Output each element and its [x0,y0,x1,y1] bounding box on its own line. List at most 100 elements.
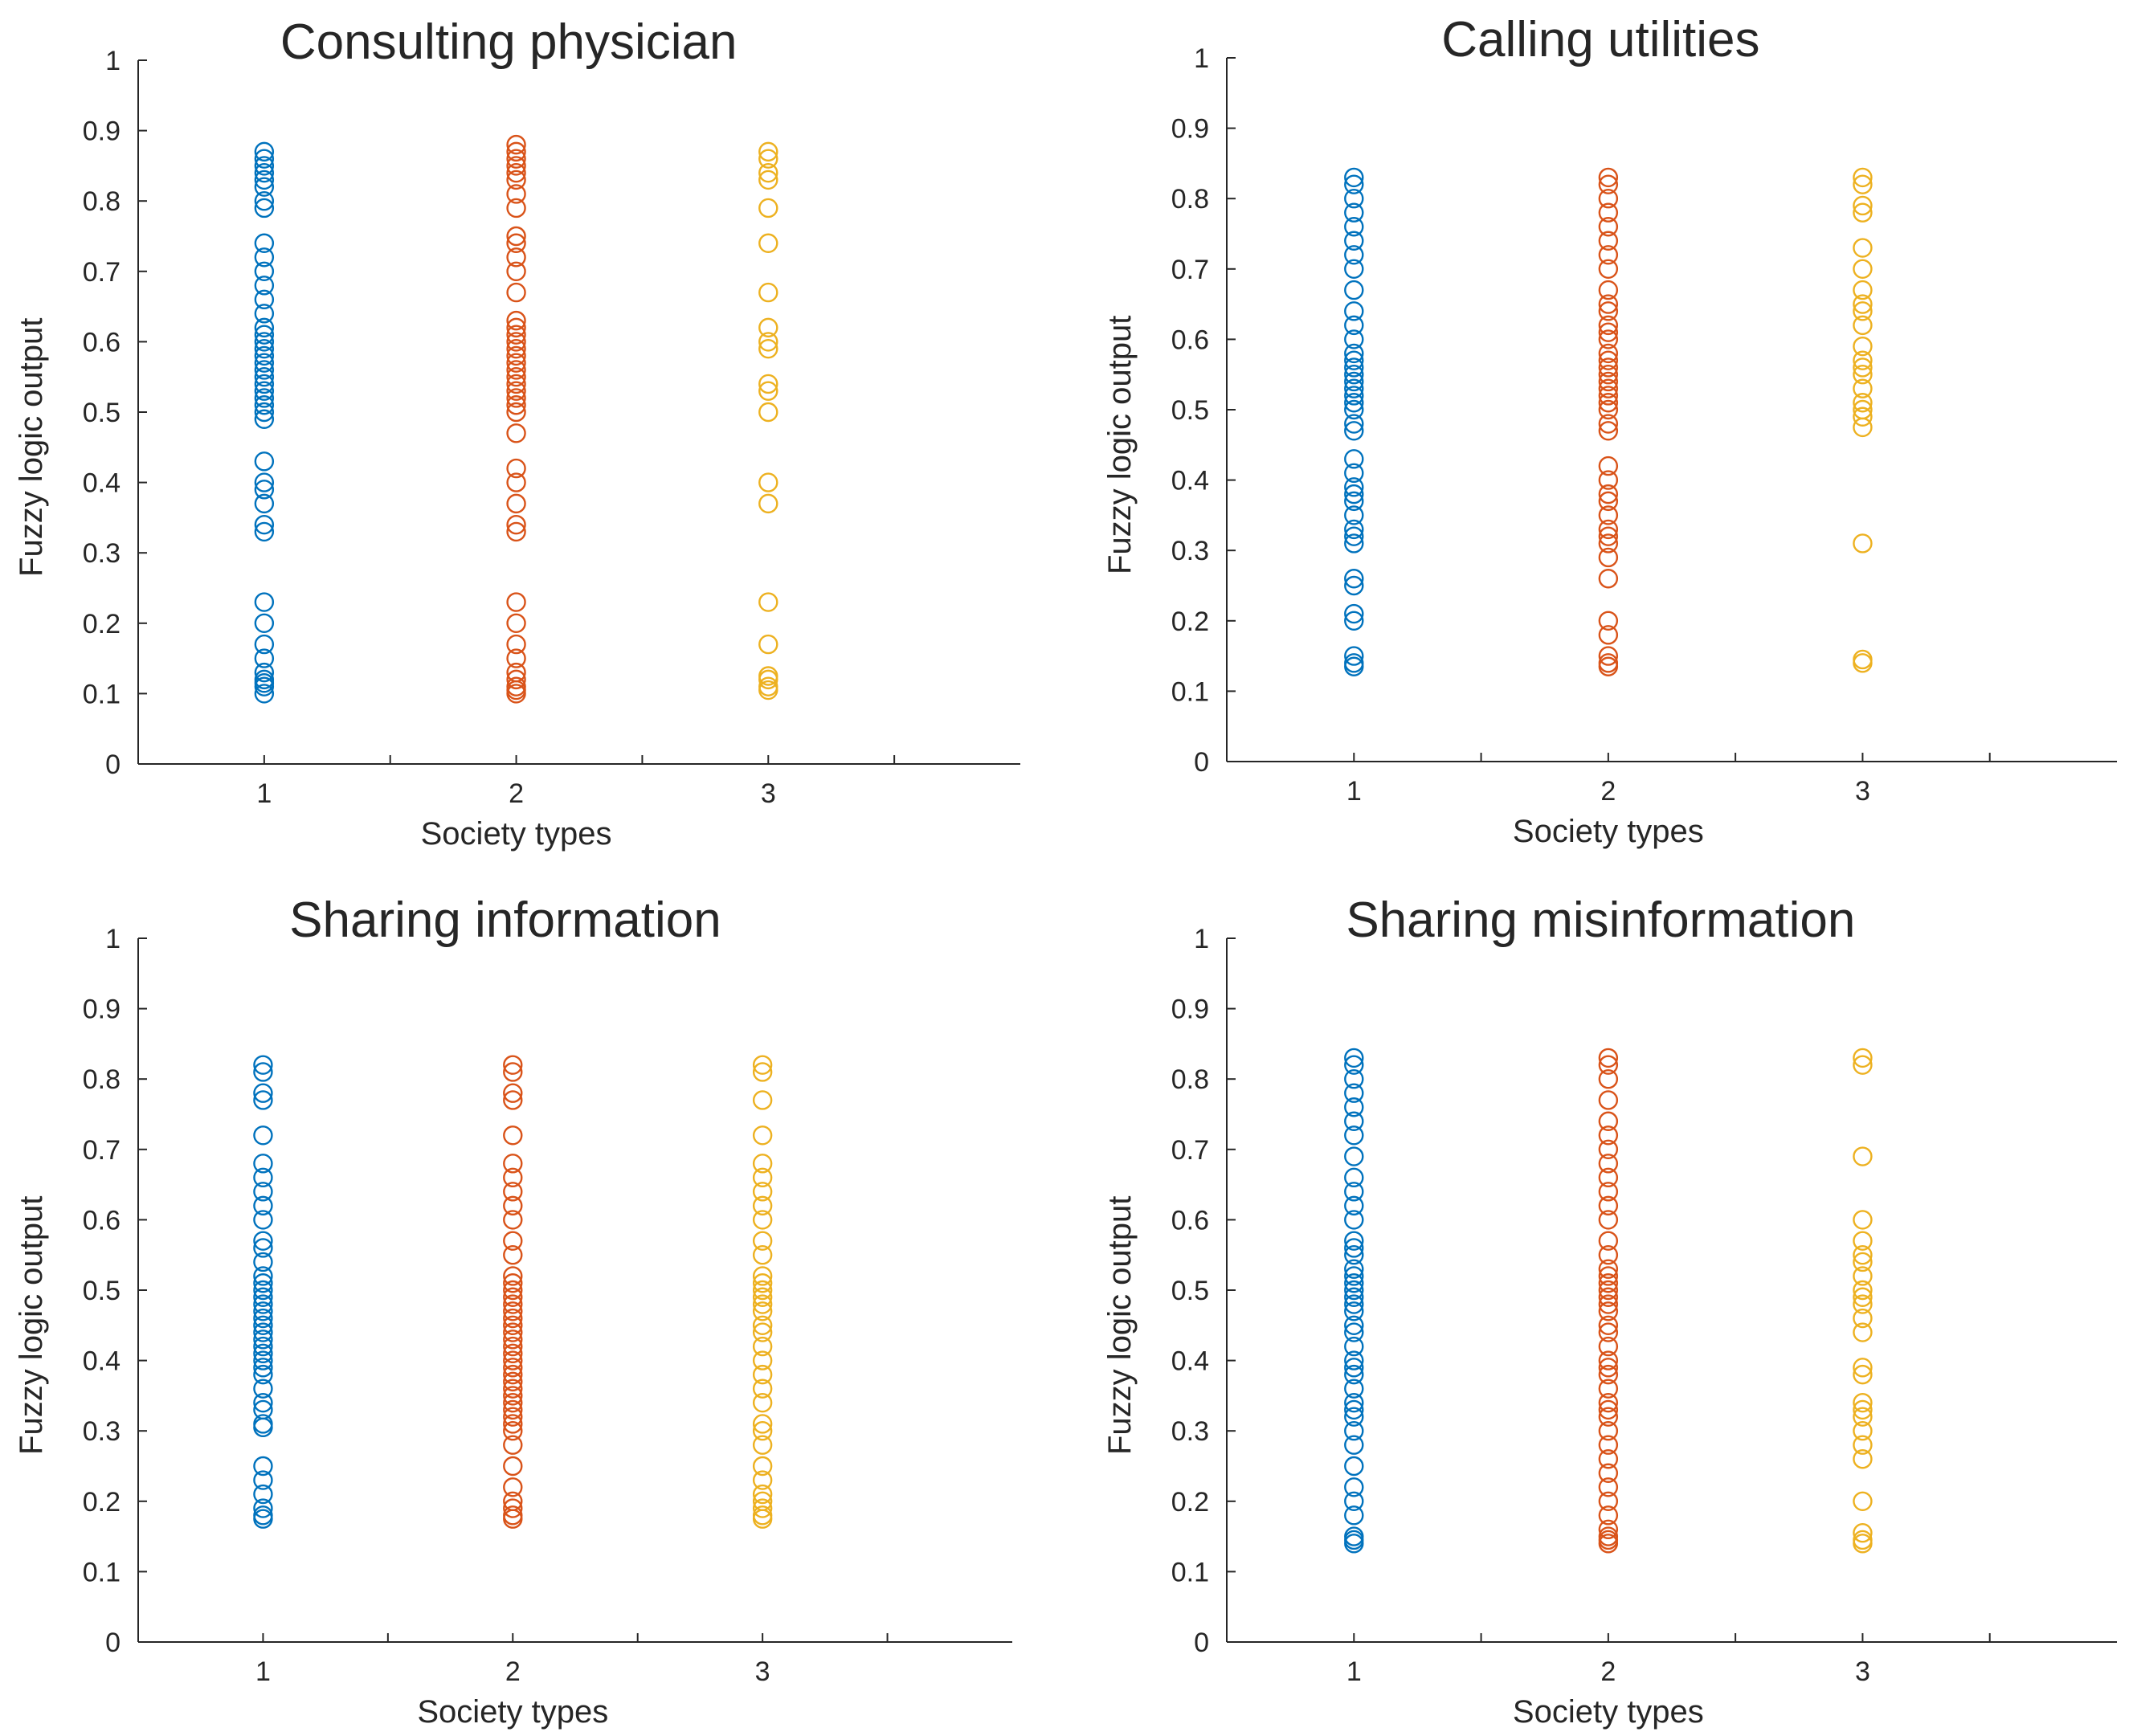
data-point [503,1350,523,1370]
data-point [1344,371,1364,392]
data-point [253,1364,273,1385]
data-point [506,669,526,690]
data-point [254,325,275,345]
data-point [758,282,778,303]
data-point [1598,1491,1619,1512]
chart-title: Sharing misinformation [1346,893,1855,948]
chart-panel-3: Sharing information 0 0.1 0.2 0.3 0.4 0.5 0.6 0.… [14,893,1012,1730]
data-point [1853,202,1873,223]
chart-title: Sharing information [289,893,721,948]
data-point [1598,167,1619,188]
data-point [1853,167,1873,188]
y-tick-label: 0.9 [1171,995,1209,1025]
data-point [758,374,778,394]
data-point [752,1491,773,1512]
data-point [1853,1407,1873,1427]
data-point [254,521,275,542]
data-point [503,1062,523,1082]
data-point [503,1055,523,1075]
data-point [503,1364,523,1385]
data-point [254,402,275,423]
y-tick-label: 1 [1194,43,1209,74]
data-point [1344,301,1364,321]
data-point [503,1090,523,1110]
data-point [506,360,526,380]
data-point [1344,386,1364,406]
data-point [1344,1055,1364,1075]
data-point [506,345,526,366]
data-point [1853,1244,1873,1265]
data-point [503,1244,523,1265]
y-tick-label: 1 [105,46,121,76]
data-point [1344,569,1364,589]
y-tick-label: 0 [1194,1628,1209,1658]
data-point [254,353,275,373]
data-point [1853,1146,1873,1166]
x-axis-label: Society types [421,816,612,852]
data-point [506,353,526,373]
y-tick-label: 0.6 [83,327,121,357]
data-point [1344,188,1364,209]
data-point [758,233,778,253]
data-point [752,1195,773,1216]
data-point [1598,1210,1619,1230]
data-point [254,367,275,387]
data-point [254,162,275,183]
data-point [752,1273,773,1293]
data-point [254,317,275,338]
data-point [752,1392,773,1413]
x-tick-label: 2 [1600,1656,1616,1687]
data-point [1344,1244,1364,1265]
data-point [1598,259,1619,279]
data-point [1344,1315,1364,1336]
data-point [1598,371,1619,392]
data-point [1853,1266,1873,1286]
data-point [1598,1350,1619,1370]
data-point [1344,1301,1364,1321]
data-point [1344,350,1364,370]
data-point [254,613,275,633]
data-point [1344,1083,1364,1103]
x-tick-label: 1 [1346,776,1362,807]
data-point [253,1399,273,1420]
data-point [503,1491,523,1512]
chart-panel-4: Sharing misinformation 0 0.1 0.2 0.3 0.4 0.5 0.… [1102,893,2117,1730]
data-point [752,1182,773,1202]
data-point [1598,188,1619,209]
data-point [1598,1399,1619,1420]
data-point [758,592,778,612]
data-point [1853,365,1873,385]
data-point [1598,301,1619,321]
data-point [752,1154,773,1174]
data-point [254,669,275,690]
data-point [503,1154,523,1174]
data-point [1853,336,1873,357]
y-tick-label: 0.2 [83,1487,121,1517]
data-point [752,1167,773,1188]
series-society-type-2 [1598,167,1619,676]
data-point [1598,569,1619,589]
y-tick-label: 0.2 [1171,1487,1209,1517]
data-point [752,1287,773,1307]
data-point [1344,1358,1364,1378]
y-axis-label: Fuzzy logic output [14,318,49,577]
data-point [1598,174,1619,194]
y-tick-label: 0.9 [83,116,121,147]
data-point [503,1266,523,1286]
data-point [506,226,526,247]
y-tick-label: 0 [105,750,121,780]
data-point [253,1210,273,1230]
data-point [506,282,526,303]
data-point [1598,1259,1619,1279]
data-point [253,1266,273,1286]
data-point [1344,1146,1364,1166]
data-point [506,634,526,655]
data-point [503,1273,523,1293]
data-point [1853,1280,1873,1301]
data-point [253,1350,273,1370]
y-tick-label: 0.8 [83,1064,121,1095]
data-point [254,662,275,683]
data-point [758,634,778,655]
data-point [758,149,778,169]
y-tick-label: 0.3 [83,1416,121,1447]
